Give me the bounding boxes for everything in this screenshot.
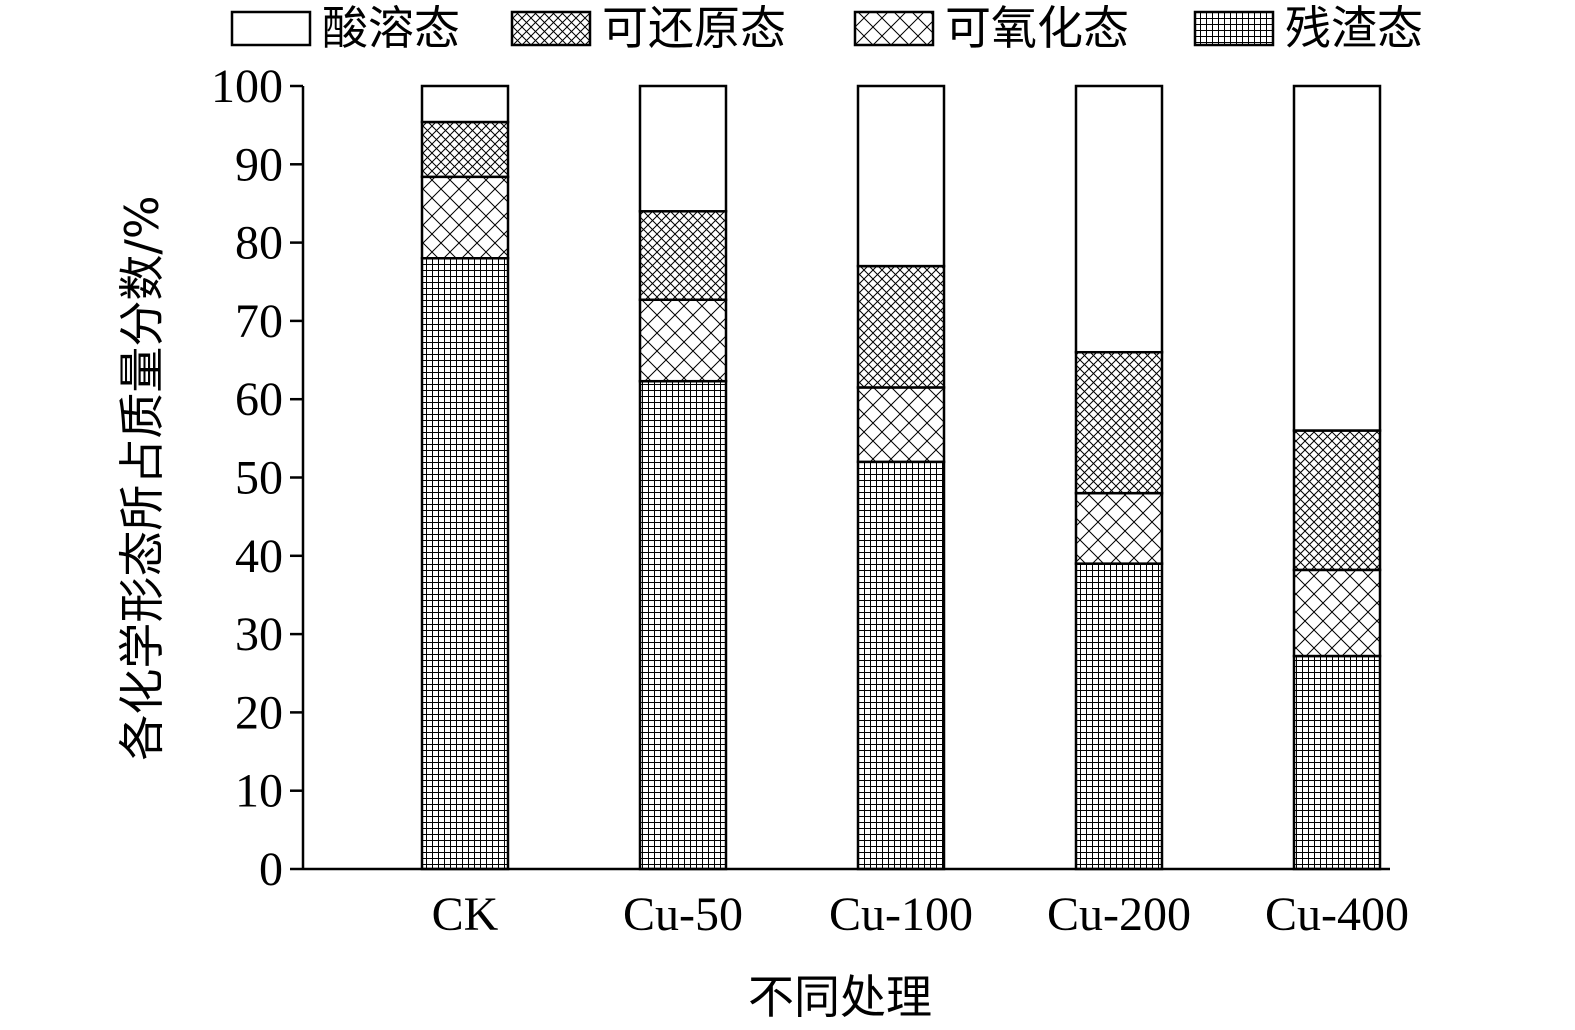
axes: 0 10 20 30 40 50 60 70 80 90 100 CK Cu-50 Cu-100 Cu-20… <box>211 60 1409 941</box>
bar-cu-100-segment-3 <box>856 264 946 389</box>
legend-swatch-2 <box>510 10 592 47</box>
y-tick-label-90: 90 <box>235 138 283 191</box>
legend-label-2: 可还原态 <box>602 1 786 55</box>
bar-cu-200-segment-3 <box>1074 350 1164 495</box>
legend-label-1: 酸溶态 <box>322 1 460 55</box>
bar-ck-segment-4 <box>420 84 510 124</box>
y-tick-label-40: 40 <box>235 530 283 583</box>
y-tick-label-30: 30 <box>235 608 283 661</box>
legend-label-3: 可氧化态 <box>945 1 1129 55</box>
x-axis-title: 不同处理 <box>748 970 932 1024</box>
y-tick-label-80: 80 <box>235 217 283 270</box>
y-tick-label-70: 70 <box>235 295 283 348</box>
legend: 酸溶态 可还原态 可氧化态 残渣态 <box>230 1 1423 55</box>
x-tick-label-ck: CK <box>432 888 499 941</box>
bar-cu-200-segment-2 <box>1074 491 1164 565</box>
bar-cu-50-segment-1 <box>638 379 728 871</box>
legend-swatch-3 <box>853 10 935 47</box>
y-axis-title: 各化学形态所占质量分数/% <box>115 195 169 760</box>
y-tick-label-50: 50 <box>235 452 283 505</box>
bar-cu-400-segment-4 <box>1292 84 1382 432</box>
y-tick-label-20: 20 <box>235 686 283 739</box>
bar-ck-segment-1 <box>420 257 510 871</box>
legend-swatch-4 <box>1193 10 1275 47</box>
x-tick-label-cu-100: Cu-100 <box>829 888 973 941</box>
bar-cu-200-segment-4 <box>1074 84 1164 354</box>
bar-cu-400-segment-2 <box>1292 568 1382 658</box>
x-tick-label-cu-200: Cu-200 <box>1047 888 1191 941</box>
bar-cu-400-segment-1 <box>1292 654 1382 871</box>
y-tick-label-100: 100 <box>211 60 283 113</box>
bars <box>420 84 1382 871</box>
bar-cu-100-segment-1 <box>856 460 946 871</box>
bar-cu-50-segment-2 <box>638 298 728 383</box>
x-tick-label-cu-400: Cu-400 <box>1265 888 1409 941</box>
y-tick-label-10: 10 <box>235 765 283 818</box>
bar-ck-segment-3 <box>420 120 510 179</box>
x-tick-label-cu-50: Cu-50 <box>623 888 743 941</box>
bar-cu-50-segment-3 <box>638 210 728 302</box>
bar-cu-100-segment-4 <box>856 84 946 268</box>
legend-swatch-1 <box>230 10 312 47</box>
bar-cu-400-segment-3 <box>1292 429 1382 572</box>
bar-cu-200-segment-1 <box>1074 562 1164 871</box>
bar-cu-50-segment-4 <box>638 84 728 213</box>
legend-label-4: 残渣态 <box>1285 1 1423 55</box>
bar-cu-100-segment-2 <box>856 386 946 464</box>
y-tick-label-60: 60 <box>235 373 283 426</box>
y-tick-label-0: 0 <box>259 843 283 896</box>
bar-ck-segment-2 <box>420 175 510 260</box>
